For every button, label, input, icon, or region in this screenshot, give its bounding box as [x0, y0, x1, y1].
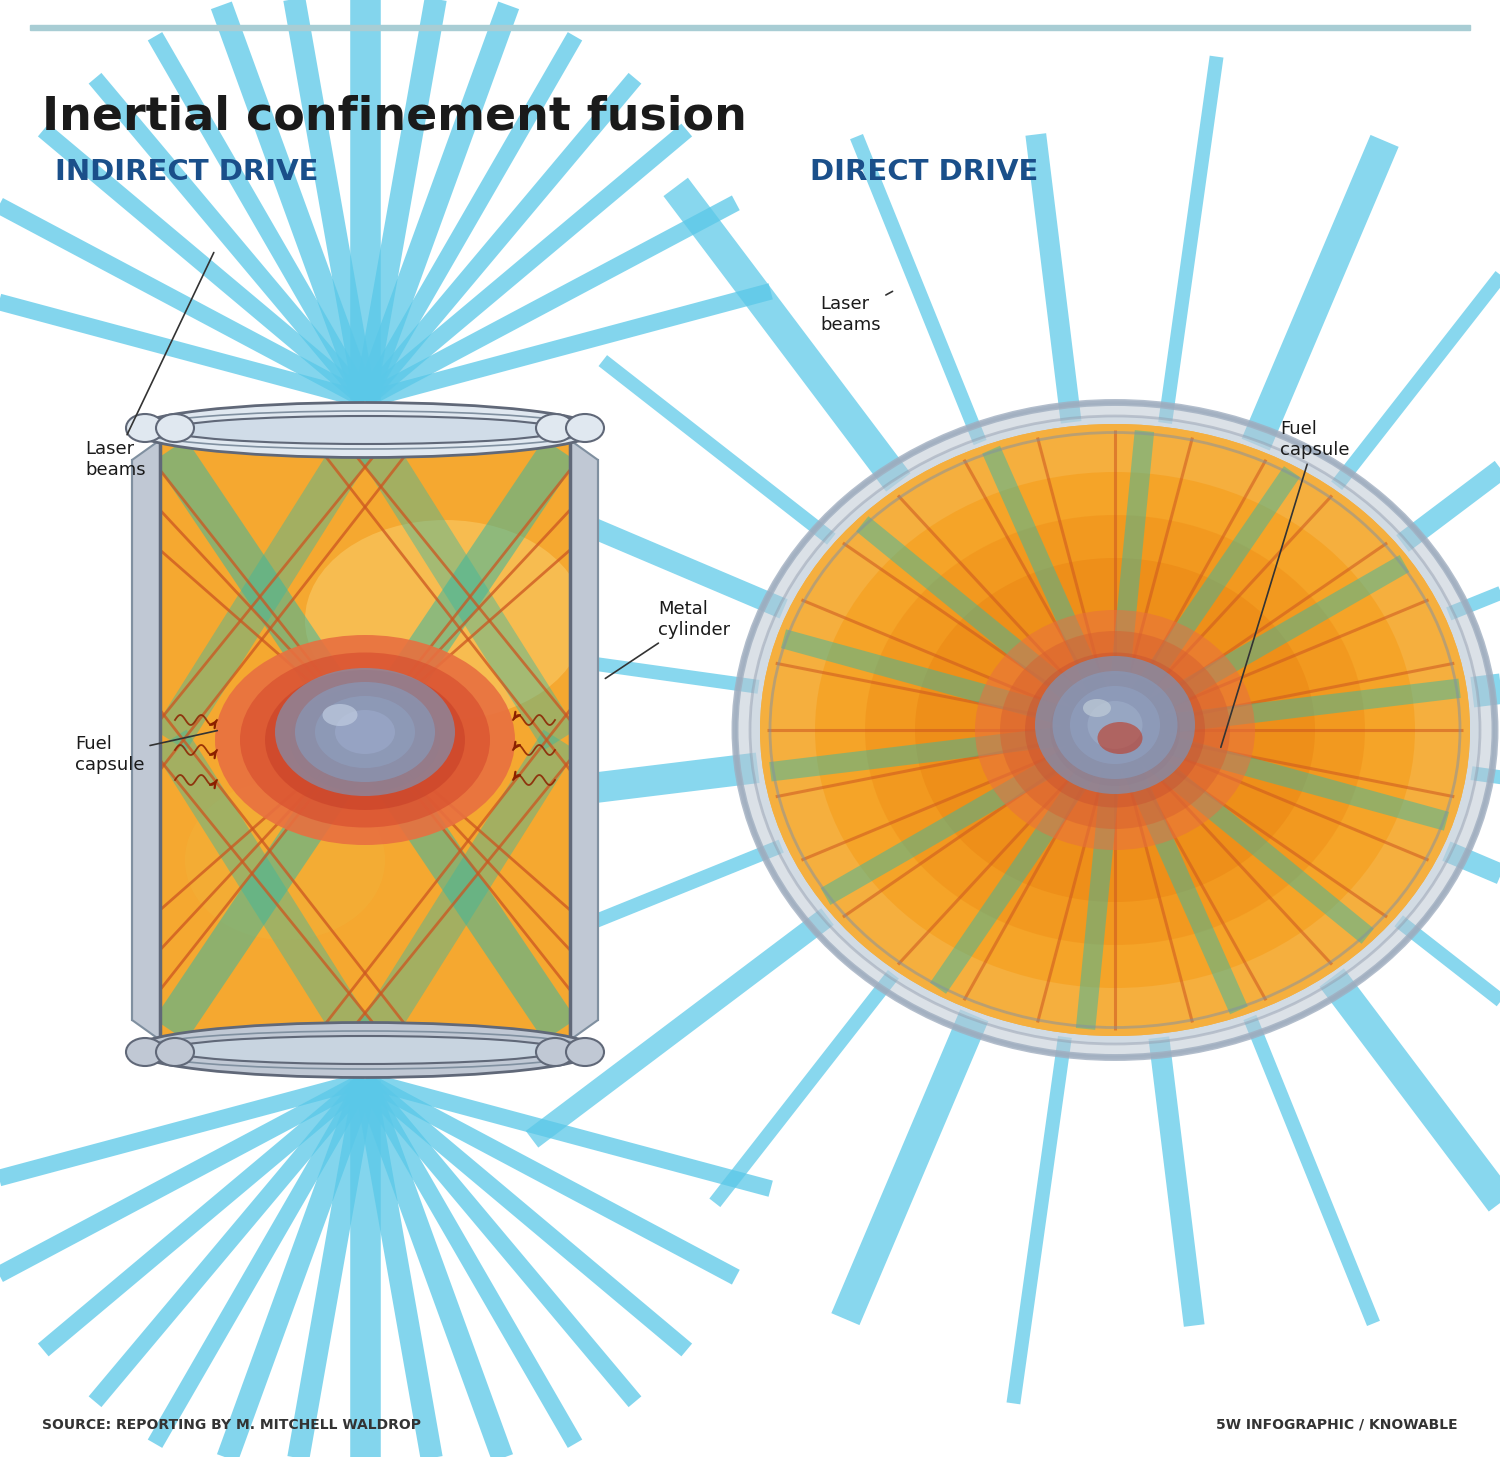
Text: Fuel
capsule: Fuel capsule — [1221, 420, 1350, 747]
Ellipse shape — [290, 688, 440, 793]
Ellipse shape — [126, 414, 164, 441]
Ellipse shape — [315, 696, 416, 768]
Ellipse shape — [296, 682, 435, 782]
Text: 5W INFOGRAPHIC / KNOWABLE: 5W INFOGRAPHIC / KNOWABLE — [1216, 1418, 1458, 1432]
Ellipse shape — [1035, 656, 1196, 794]
Ellipse shape — [1083, 699, 1112, 717]
Text: Inertial confinement fusion: Inertial confinement fusion — [42, 95, 747, 140]
Text: Laser
beams: Laser beams — [821, 291, 892, 334]
Ellipse shape — [975, 610, 1256, 849]
Ellipse shape — [132, 1023, 598, 1078]
Text: Laser
beams: Laser beams — [86, 252, 214, 479]
Bar — [30, 25, 1470, 31]
Ellipse shape — [735, 402, 1496, 1058]
Text: Fuel
capsule: Fuel capsule — [75, 730, 217, 774]
Ellipse shape — [566, 1037, 604, 1067]
Ellipse shape — [274, 667, 454, 796]
Ellipse shape — [240, 653, 490, 828]
Ellipse shape — [1000, 631, 1230, 829]
Text: SOURCE: REPORTING BY M. MITCHELL WALDROP: SOURCE: REPORTING BY M. MITCHELL WALDROP — [42, 1418, 422, 1432]
Ellipse shape — [170, 417, 560, 444]
Ellipse shape — [334, 710, 394, 755]
Ellipse shape — [126, 1037, 164, 1067]
Polygon shape — [570, 440, 598, 1040]
Ellipse shape — [304, 520, 585, 720]
Ellipse shape — [156, 414, 194, 441]
Ellipse shape — [815, 472, 1414, 988]
Ellipse shape — [214, 635, 514, 845]
Text: DIRECT DRIVE: DIRECT DRIVE — [810, 157, 1038, 186]
Ellipse shape — [915, 558, 1316, 902]
Ellipse shape — [1088, 701, 1143, 749]
Ellipse shape — [536, 414, 574, 441]
Ellipse shape — [566, 414, 604, 441]
Ellipse shape — [170, 1036, 560, 1064]
Text: Metal
cylinder: Metal cylinder — [606, 600, 730, 679]
Ellipse shape — [750, 417, 1480, 1045]
Ellipse shape — [184, 779, 386, 940]
Ellipse shape — [1098, 723, 1143, 755]
Ellipse shape — [266, 670, 465, 810]
FancyBboxPatch shape — [160, 430, 570, 1050]
Ellipse shape — [1050, 675, 1180, 785]
Ellipse shape — [132, 402, 598, 457]
Polygon shape — [132, 440, 160, 1040]
Ellipse shape — [760, 424, 1470, 1036]
Ellipse shape — [1024, 653, 1204, 807]
Ellipse shape — [1053, 672, 1178, 779]
Ellipse shape — [760, 424, 1470, 1036]
Ellipse shape — [865, 514, 1365, 946]
Ellipse shape — [322, 704, 357, 726]
Text: INDIRECT DRIVE: INDIRECT DRIVE — [56, 157, 318, 186]
Ellipse shape — [156, 1037, 194, 1067]
Ellipse shape — [536, 1037, 574, 1067]
Ellipse shape — [1070, 686, 1160, 763]
